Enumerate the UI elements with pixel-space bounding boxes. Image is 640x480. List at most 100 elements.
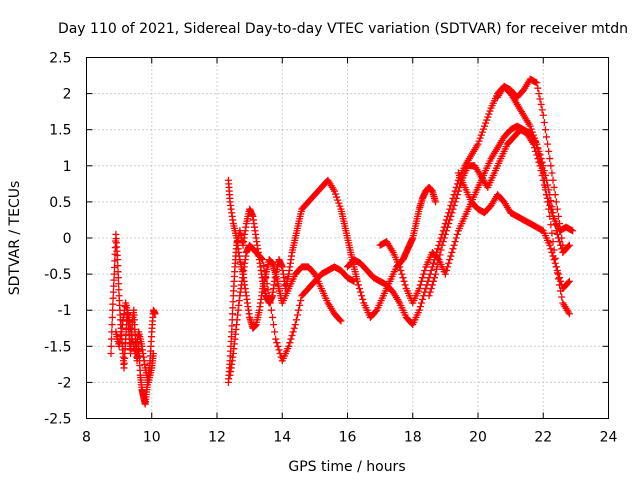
data-point <box>553 205 561 213</box>
data-point <box>483 116 491 124</box>
data-point <box>400 277 408 285</box>
data-point <box>535 158 543 166</box>
data-point <box>556 220 564 228</box>
data-point <box>335 199 343 207</box>
y-tick-label: -2 <box>58 375 72 391</box>
data-point <box>569 227 577 235</box>
data-point <box>114 268 122 276</box>
data-point <box>295 306 303 314</box>
data-point <box>557 277 565 285</box>
data-point <box>445 220 453 228</box>
data-point <box>109 306 117 314</box>
data-point <box>554 212 562 220</box>
x-tick-label: 14 <box>273 430 291 446</box>
data-point <box>288 331 296 339</box>
data-point <box>549 176 557 184</box>
data-point <box>454 187 462 195</box>
data-point <box>275 346 283 354</box>
data-point <box>433 265 441 273</box>
data-point <box>296 301 304 309</box>
data-point <box>434 245 442 253</box>
data-point <box>552 263 560 271</box>
data-point <box>110 276 118 284</box>
data-point <box>261 268 269 276</box>
data-point <box>447 252 455 260</box>
data-point <box>425 292 433 300</box>
y-tick-label: 0.5 <box>49 195 71 211</box>
data-point <box>548 169 556 177</box>
data-point <box>416 303 424 311</box>
data-point <box>432 198 440 206</box>
data-point <box>259 256 267 264</box>
y-tick-label: -0.5 <box>44 267 71 283</box>
data-point <box>297 297 305 305</box>
data-point <box>533 79 541 87</box>
data-point <box>265 292 273 300</box>
data-point <box>479 125 487 133</box>
x-tick-label: 20 <box>469 430 487 446</box>
data-point <box>534 84 542 92</box>
data-point <box>477 131 485 139</box>
data-point <box>399 274 407 282</box>
data-point <box>429 259 437 267</box>
data-point <box>527 125 535 133</box>
data-point <box>419 274 427 282</box>
data-point <box>434 254 442 262</box>
data-point <box>474 140 482 148</box>
data-points <box>107 75 577 408</box>
data-point <box>442 266 450 274</box>
data-point <box>451 198 459 206</box>
data-point <box>286 339 294 347</box>
data-point <box>359 295 367 303</box>
data-point <box>115 280 123 288</box>
data-point <box>450 241 458 249</box>
data-point <box>559 241 567 249</box>
data-point <box>439 238 447 246</box>
data-point <box>554 270 562 278</box>
data-point <box>228 310 236 318</box>
data-point <box>446 256 454 264</box>
y-tick-label: -2.5 <box>44 412 71 428</box>
data-point <box>535 90 543 98</box>
data-point <box>557 227 565 235</box>
data-point <box>398 270 406 278</box>
y-axis-label: SDTVAR / TECUs <box>7 181 23 296</box>
data-point <box>229 298 237 306</box>
x-tick-label: 8 <box>82 430 91 446</box>
x-tick-label: 10 <box>143 430 161 446</box>
y-tick-label: 2.5 <box>49 51 71 67</box>
data-point <box>537 100 545 108</box>
axis-ticks: 8 10 12 14 16 18 20 22 24 2.5 2 1.5 1 0.5 0 -0.5 -1 -1.5 -… <box>44 51 617 446</box>
series-segment-9 <box>454 169 573 293</box>
data-point <box>358 292 366 300</box>
series-segment-2 <box>112 299 157 386</box>
data-point <box>481 122 489 130</box>
data-point <box>482 119 490 127</box>
data-point <box>565 277 573 285</box>
data-point <box>450 202 458 210</box>
data-point <box>440 234 448 242</box>
data-point <box>564 242 572 250</box>
data-point <box>420 270 428 278</box>
data-point <box>442 227 450 235</box>
data-point <box>291 321 299 329</box>
data-point <box>476 134 484 142</box>
y-tick-label: 0 <box>63 231 72 247</box>
data-point <box>336 202 344 210</box>
data-point <box>429 277 437 285</box>
data-point <box>453 230 461 238</box>
data-point <box>431 274 438 282</box>
data-point <box>551 259 559 267</box>
data-point <box>451 238 459 246</box>
data-point <box>478 128 486 136</box>
data-point <box>536 95 544 103</box>
data-point <box>109 288 117 296</box>
data-point <box>417 299 425 307</box>
series-segment-1 <box>107 230 159 408</box>
data-point <box>558 293 566 301</box>
data-point <box>546 241 554 249</box>
data-point <box>416 281 424 289</box>
y-tick-label: -1 <box>58 303 72 319</box>
series-segment-8 <box>425 126 577 300</box>
